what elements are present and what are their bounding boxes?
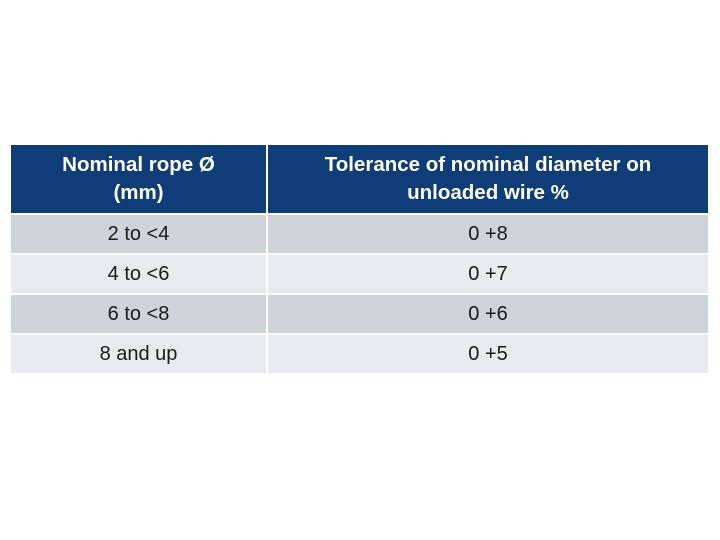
header-tolerance: Tolerance of nominal diameter on unloade… bbox=[267, 145, 708, 214]
table-header-row: Nominal rope Ø (mm) Tolerance of nominal… bbox=[11, 145, 708, 214]
cell-diameter: 2 to <4 bbox=[11, 213, 268, 254]
header-line: (mm) bbox=[113, 181, 164, 204]
cell-diameter: 6 to <8 bbox=[11, 293, 268, 334]
header-nominal-rope-diameter: Nominal rope Ø (mm) bbox=[11, 145, 268, 214]
header-line: Tolerance of nominal diameter on bbox=[324, 153, 652, 176]
table-row: 6 to <8 0 +6 bbox=[11, 293, 708, 334]
table-row: 4 to <6 0 +7 bbox=[11, 253, 708, 294]
tolerance-table: Nominal rope Ø (mm) Tolerance of nominal… bbox=[11, 145, 708, 373]
cell-diameter: 4 to <6 bbox=[11, 253, 268, 294]
cell-tolerance: 0 +7 bbox=[267, 253, 708, 294]
cell-tolerance: 0 +6 bbox=[267, 293, 708, 334]
cell-tolerance: 0 +5 bbox=[267, 333, 708, 373]
header-line: unloaded wire % bbox=[407, 181, 569, 204]
cell-tolerance: 0 +8 bbox=[267, 213, 708, 254]
table-row: 2 to <4 0 +8 bbox=[11, 213, 708, 254]
table-row: 8 and up 0 +5 bbox=[11, 333, 708, 373]
header-line: Nominal rope Ø bbox=[62, 153, 215, 176]
cell-diameter: 8 and up bbox=[11, 333, 268, 373]
